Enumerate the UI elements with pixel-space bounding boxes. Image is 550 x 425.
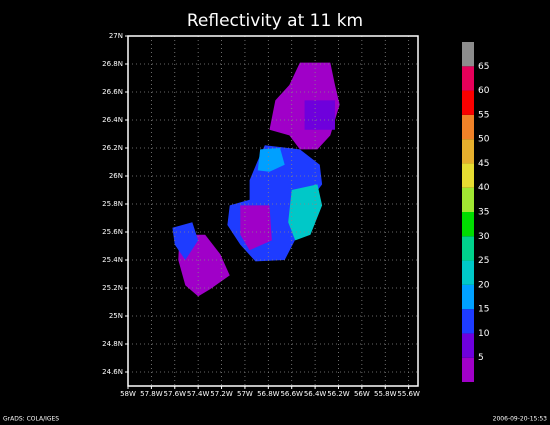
reflectivity-region (240, 205, 272, 251)
x-tick-label: 55.6W (397, 390, 420, 398)
colorbar-label: 60 (478, 86, 490, 96)
x-tick-label: 57W (237, 390, 253, 398)
y-tick-label: 25.6N (102, 228, 123, 236)
colorbar-box (462, 114, 474, 140)
colorbar-box (462, 163, 474, 188)
y-tick-label: 26N (109, 172, 123, 180)
colorbar-box (462, 66, 474, 91)
x-tick-label: 56.4W (304, 390, 327, 398)
y-tick-label: 25N (109, 312, 123, 320)
colorbar-label: 20 (478, 280, 490, 290)
colorbar-label: 35 (478, 208, 489, 218)
y-tick-label: 24.8N (102, 340, 123, 348)
colorbar-label: 65 (478, 62, 489, 72)
x-tick-label: 57.4W (187, 390, 210, 398)
y-tick-label: 24.6N (102, 368, 123, 376)
colorbar-label: 5 (478, 353, 484, 363)
colorbar-label: 25 (478, 256, 489, 266)
y-tick-label: 27N (109, 32, 123, 40)
colorbar-label: 10 (478, 329, 490, 339)
colorbar-label: 50 (478, 135, 490, 145)
x-tick-label: 55.8W (374, 390, 397, 398)
reflectivity-region (304, 100, 335, 130)
x-tick-label: 57.6W (164, 390, 187, 398)
colorbar-box (462, 357, 474, 382)
y-tick-label: 26.8N (102, 60, 123, 68)
colorbar-label: 15 (478, 305, 489, 315)
x-tick-label: 56.8W (257, 390, 280, 398)
colorbar-box (462, 284, 474, 310)
footer-left: GrADS: COLA/IGES (3, 416, 59, 423)
x-tick-label: 57.8W (140, 390, 163, 398)
title: Reflectivity at 11 km (187, 11, 363, 31)
colorbar-label: 40 (478, 183, 490, 193)
y-tick-label: 25.4N (102, 256, 123, 264)
reflectivity-region (288, 184, 323, 241)
colorbar-box (462, 187, 474, 212)
reflectivity-region (172, 222, 199, 260)
colorbar-box (462, 212, 474, 237)
x-tick-label: 58W (120, 390, 136, 398)
x-tick-label: 57.2W (210, 390, 233, 398)
y-tick-label: 25.2N (102, 284, 123, 292)
y-tick-label: 25.8N (102, 200, 123, 208)
plot-frame (127, 35, 419, 387)
x-tick-label: 56W (354, 390, 370, 398)
y-tick-label: 26.2N (102, 144, 123, 152)
colorbar-label: 45 (478, 159, 489, 169)
colorbar-label: 55 (478, 110, 489, 120)
colorbar-box (462, 236, 474, 261)
reflectivity-region (257, 148, 285, 172)
colorbar-box (462, 309, 474, 334)
y-tick-label: 26.4N (102, 116, 123, 124)
y-tick-label: 26.6N (102, 88, 123, 96)
colorbar-box (462, 90, 474, 115)
x-tick-label: 56.2W (327, 390, 350, 398)
colorbar-box (462, 333, 474, 358)
footer-right: 2006-09-20-15:53 (493, 416, 548, 423)
colorbar-box (462, 42, 474, 67)
colorbar-box (462, 139, 474, 164)
colorbar-box (462, 260, 474, 285)
colorbar-label: 30 (478, 232, 490, 242)
x-tick-label: 56.6W (280, 390, 303, 398)
